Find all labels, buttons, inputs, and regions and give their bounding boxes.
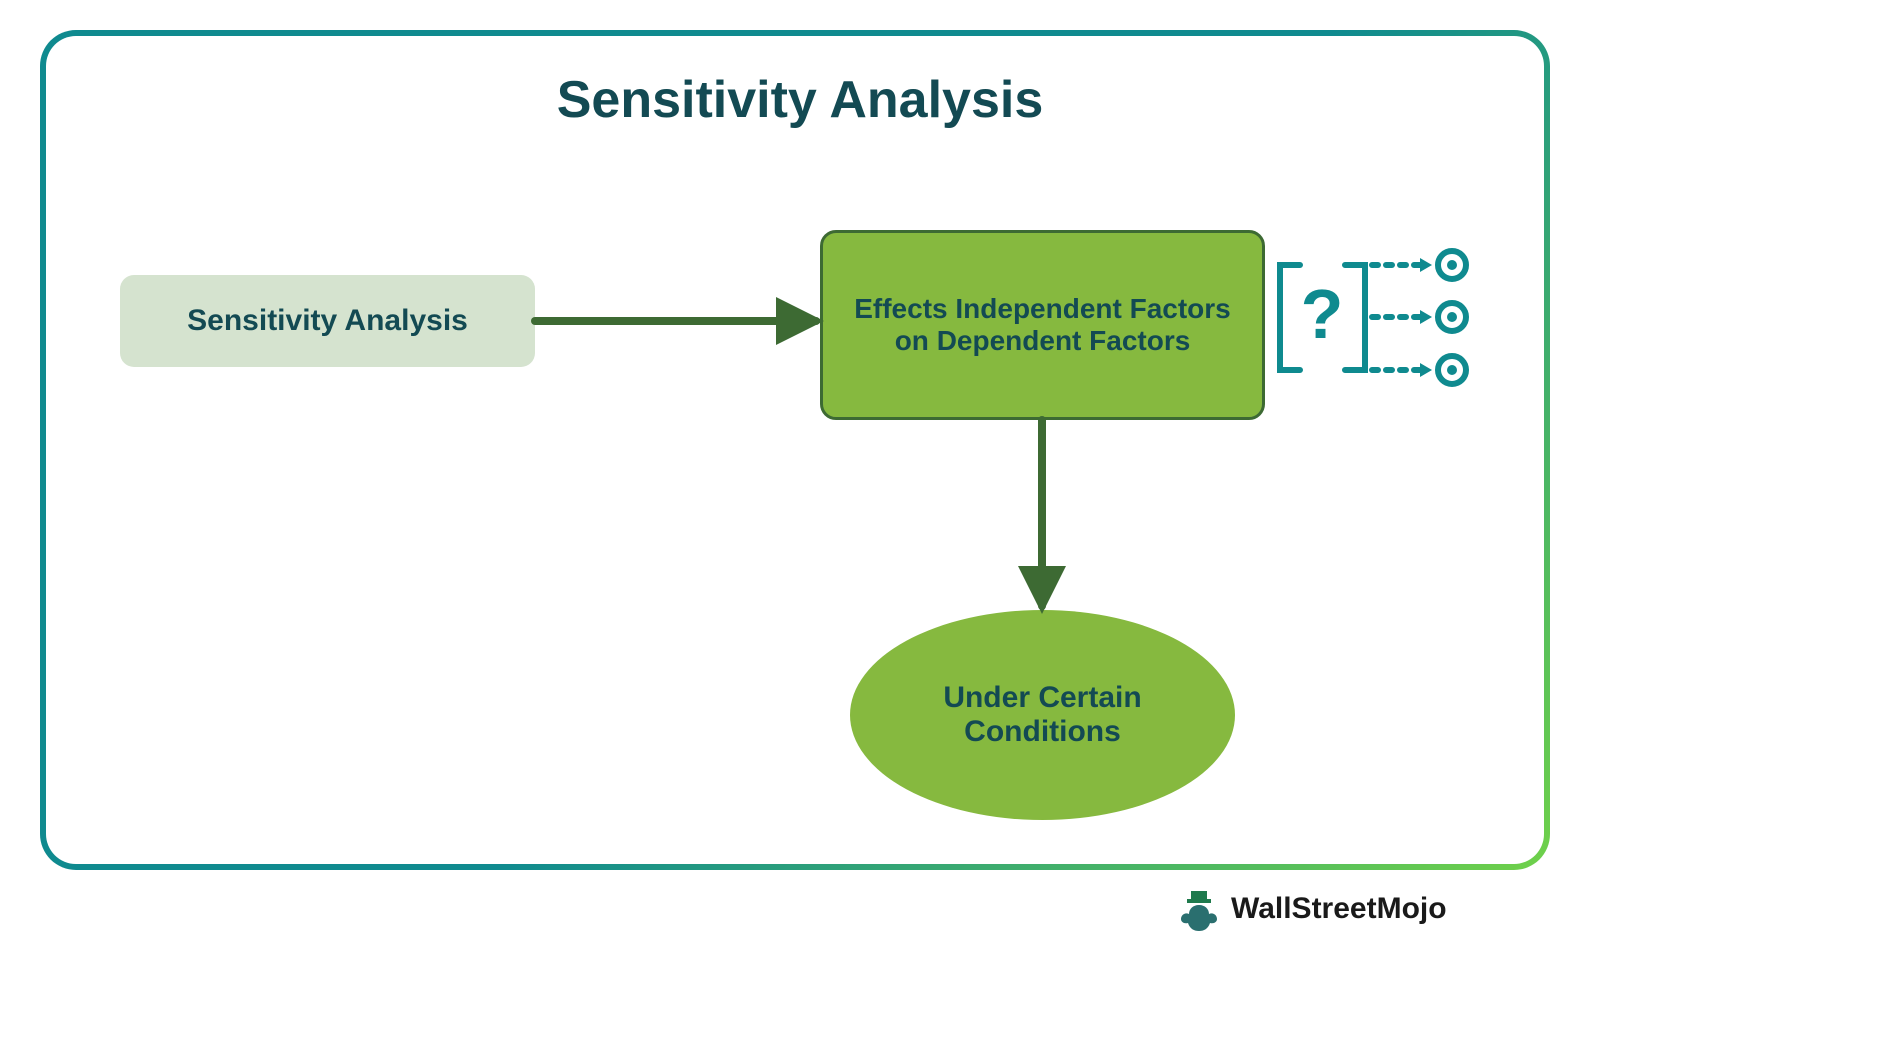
node-sensitivity-analysis: Sensitivity Analysis <box>120 275 535 367</box>
diagram-title: Sensitivity Analysis <box>460 70 1140 130</box>
node-effects-independent-factors: Effects Independent Factors on Dependent… <box>820 230 1265 420</box>
canvas: Sensitivity Analysis Sensitivity Analysi… <box>0 0 1890 1050</box>
node-label: Sensitivity Analysis <box>187 304 468 338</box>
node-label: Under Certain Conditions <box>890 681 1195 749</box>
brand-logo: WallStreetMojo <box>1175 885 1447 933</box>
mascot-icon <box>1175 885 1223 933</box>
node-label: Effects Independent Factors on Dependent… <box>841 293 1244 357</box>
brand-name: WallStreetMojo <box>1231 892 1447 926</box>
node-under-certain-conditions: Under Certain Conditions <box>850 610 1235 820</box>
content-panel <box>40 30 1550 870</box>
